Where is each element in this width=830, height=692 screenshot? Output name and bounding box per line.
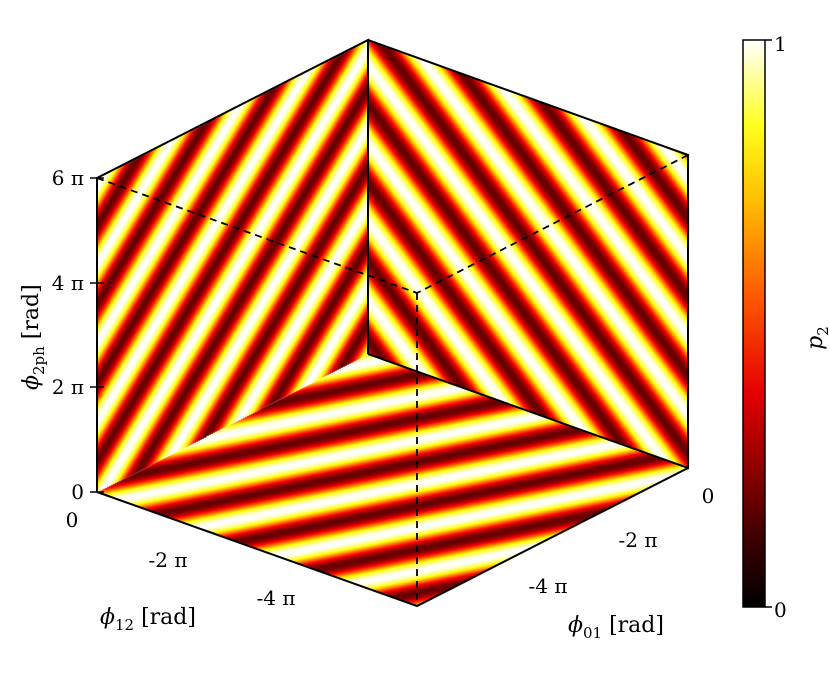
hidden-edges xyxy=(96,154,689,606)
z-tick-label-0: 0 xyxy=(71,480,84,504)
y-tick-1 xyxy=(203,529,217,535)
z-tick-label-1: 2 π xyxy=(52,375,84,399)
left-wall-outline xyxy=(96,38,369,492)
z-tick-label-2: 4 π xyxy=(52,271,84,295)
colorbar-gradient xyxy=(742,39,766,608)
y-tick-label-0: 0 xyxy=(66,508,79,532)
y-axis-label: ϕ12 [rad] xyxy=(100,605,196,634)
x-axis-label: ϕ01 [rad] xyxy=(568,613,664,642)
y-tick-0 xyxy=(96,491,110,497)
colorbar-label: p2 xyxy=(803,326,830,350)
x-axis xyxy=(494,467,689,567)
y-tick-2 xyxy=(309,567,323,573)
dashed-edge-top-left xyxy=(96,177,418,294)
z-axis-label: ϕ2ph [rad] xyxy=(19,284,48,390)
colorbar-max-label: 1 xyxy=(774,32,787,56)
colorbar xyxy=(742,39,772,608)
colorbar-min-label: 0 xyxy=(774,598,787,622)
x-tick-label-2: -4 π xyxy=(529,574,568,598)
y-tick-label-2: -4 π xyxy=(257,586,296,610)
z-tick-label-3: 6 π xyxy=(52,166,84,190)
y-tick-label-1: -2 π xyxy=(149,548,188,572)
x-tick-1 xyxy=(585,513,599,521)
dashed-edge-top-right xyxy=(416,154,689,294)
y-axis xyxy=(96,491,323,573)
x-tick-label-1: -2 π xyxy=(619,528,658,552)
right-wall-outline xyxy=(367,39,689,470)
x-tick-label-0: 0 xyxy=(702,484,715,508)
x-tick-0 xyxy=(675,467,689,475)
x-tick-2 xyxy=(494,559,508,567)
